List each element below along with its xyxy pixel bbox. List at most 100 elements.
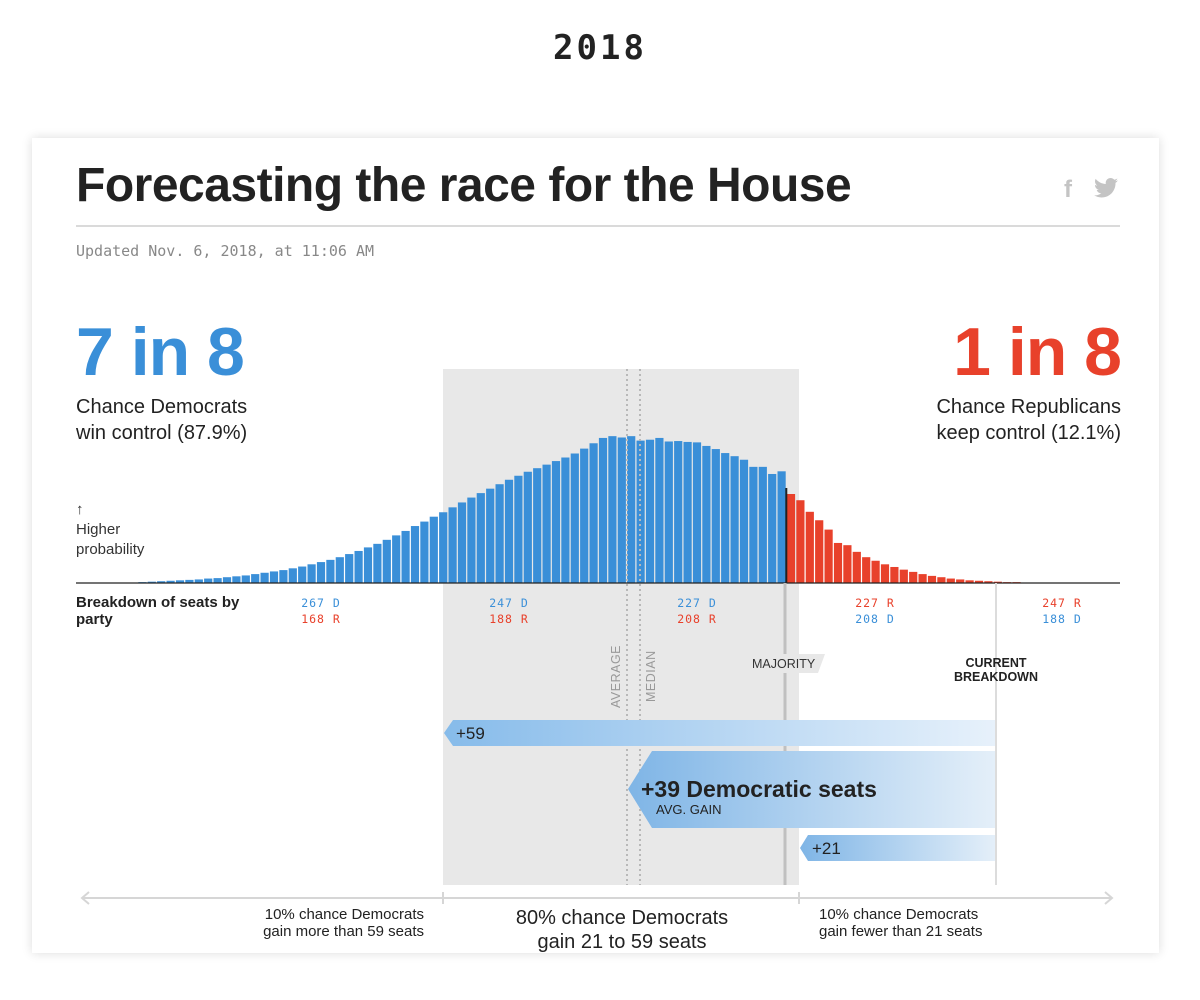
range-left-line-2: gain more than 59 seats — [263, 923, 424, 940]
x-tick-label: 188 D — [1042, 612, 1082, 626]
bar — [702, 445, 711, 583]
bar — [326, 559, 335, 583]
bar — [683, 441, 692, 583]
bar — [373, 543, 382, 583]
bar — [204, 578, 213, 583]
bar — [984, 581, 993, 583]
bar — [241, 575, 250, 584]
range-right-line-1: 10% chance Democrats — [819, 906, 979, 923]
bar — [768, 473, 777, 584]
bar — [420, 521, 429, 583]
range-left-text: 10% chance Democrats gain more than 59 s… — [204, 906, 424, 940]
bar — [655, 437, 664, 583]
x-tick-label: 208 D — [855, 612, 895, 626]
x-tick-label: 247 R — [1042, 596, 1082, 610]
majority-label: MAJORITY — [752, 657, 816, 671]
bar — [636, 440, 645, 583]
bar — [392, 535, 401, 583]
bar — [739, 459, 749, 584]
bar — [956, 579, 965, 583]
bar — [298, 566, 307, 583]
avg-gain-label: +39 Democratic seats — [641, 776, 877, 802]
facebook-icon[interactable]: f — [1064, 176, 1072, 203]
high-gain-arrow — [444, 720, 995, 746]
x-tick-label: 168 R — [301, 612, 341, 626]
bar — [674, 441, 683, 583]
bar — [448, 507, 457, 583]
bar — [627, 436, 636, 583]
current-breakdown-label-1: CURRENT — [965, 656, 1026, 670]
bar — [166, 580, 175, 583]
bar — [551, 461, 561, 583]
twitter-icon-svg — [1094, 178, 1118, 198]
higher-probability-line-1: Higher — [76, 521, 121, 538]
bar — [843, 545, 852, 583]
bar — [852, 551, 861, 583]
bar — [401, 530, 410, 583]
bar — [786, 494, 796, 583]
range-mid-line-1: 80% chance Democrats — [515, 907, 729, 929]
bar — [608, 436, 617, 583]
bar — [711, 449, 720, 583]
bar — [570, 453, 579, 583]
dem-odds: 7 in 8 — [76, 314, 245, 390]
high-gain-label: +59 — [456, 724, 485, 743]
bar — [194, 579, 203, 583]
x-tick-labels: 267 D 168 R 247 D 188 R 227 D 208 R 227 … — [301, 596, 1082, 626]
range-mid-text: 80% chance Democrats gain 21 to 59 seats — [472, 906, 772, 953]
bar — [457, 502, 467, 583]
bar — [880, 564, 890, 583]
bar — [185, 579, 194, 583]
bar — [580, 448, 589, 583]
x-tick-label: 188 R — [489, 612, 529, 626]
higher-probability-line-2: probability — [76, 541, 145, 558]
bar — [824, 529, 833, 583]
bar — [871, 560, 880, 583]
bar — [927, 575, 937, 583]
avg-gain-sublabel: AVG. GAIN — [656, 802, 722, 817]
range-right-text: 10% chance Democrats gain fewer than 21 … — [819, 906, 1059, 940]
x-tick-label: 227 D — [677, 596, 717, 610]
bar — [918, 574, 927, 583]
median-label: MEDIAN — [644, 650, 658, 702]
bar — [730, 456, 739, 584]
seat-distribution-chart: 267 D 168 R 247 D 188 R 227 D 208 R 227 … — [76, 369, 1120, 905]
majority-label-bg — [746, 654, 825, 673]
bar — [495, 484, 504, 583]
bar — [335, 557, 344, 583]
bar — [476, 493, 485, 583]
bar — [937, 577, 946, 583]
bar — [721, 453, 730, 583]
bar — [363, 547, 373, 583]
bar — [410, 526, 420, 583]
bars-group — [138, 436, 1096, 584]
bar — [157, 581, 166, 583]
updated-timestamp: Updated Nov. 6, 2018, at 11:06 AM — [76, 242, 375, 260]
bar — [749, 466, 758, 583]
bar — [307, 564, 316, 583]
dem-chance-line-2: win control (87.9%) — [76, 422, 248, 444]
bar — [561, 457, 570, 583]
bar — [439, 512, 448, 584]
up-arrow-icon: ↑ — [76, 501, 84, 518]
bar — [213, 578, 222, 584]
bar — [316, 562, 326, 583]
rep-odds: 1 in 8 — [953, 314, 1122, 390]
bar — [279, 570, 288, 583]
x-tick-label: 247 D — [489, 596, 529, 610]
page-title: Forecasting the race for the House — [76, 159, 852, 212]
bar — [232, 576, 241, 583]
rep-chance-line-1: Chance Republicans — [936, 396, 1121, 418]
bar — [796, 500, 805, 583]
bar — [777, 471, 786, 583]
x-tick-label: 227 R — [855, 596, 895, 610]
bar — [533, 468, 542, 583]
x-tick-label: 267 D — [301, 596, 341, 610]
bar — [758, 466, 767, 583]
title-rule — [76, 225, 1120, 227]
bar — [504, 479, 514, 583]
twitter-icon[interactable] — [1094, 178, 1118, 203]
bar — [354, 550, 363, 583]
bar — [909, 571, 918, 584]
dem-chance-line-1: Chance Democrats — [76, 396, 248, 418]
